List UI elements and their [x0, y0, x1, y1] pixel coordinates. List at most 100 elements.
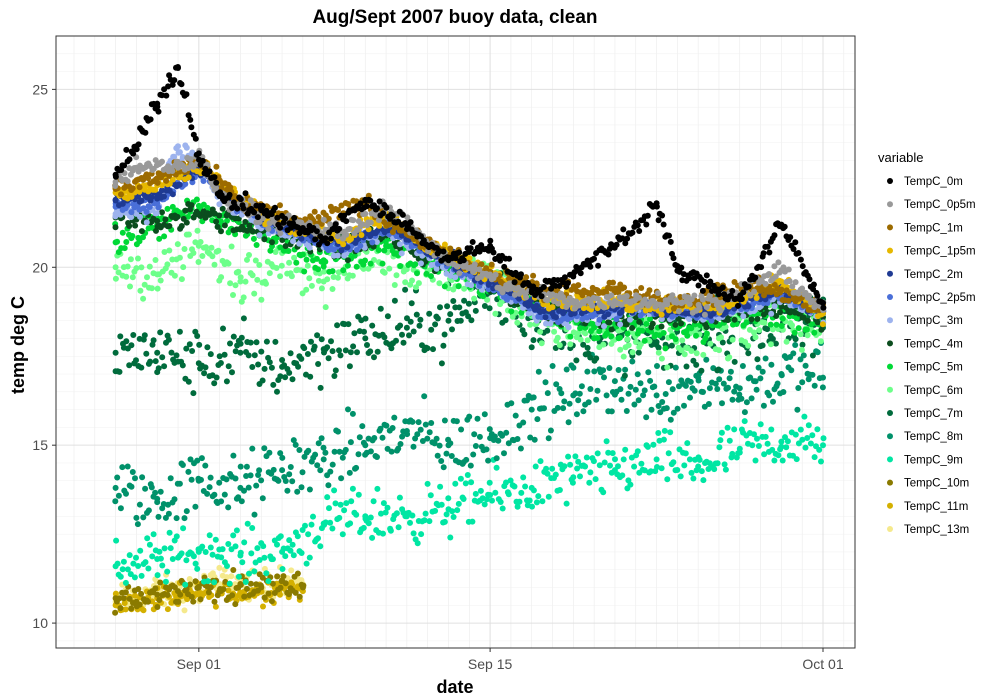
data-point	[805, 422, 812, 429]
data-point	[123, 490, 129, 497]
data-point	[261, 594, 268, 601]
data-point	[308, 282, 315, 289]
data-point	[665, 450, 672, 457]
data-point	[670, 409, 677, 416]
data-point	[140, 295, 147, 302]
data-point	[574, 465, 581, 472]
data-point	[294, 488, 301, 495]
data-point	[457, 475, 464, 482]
data-point	[716, 347, 723, 354]
data-point	[133, 598, 140, 605]
data-point	[131, 574, 138, 581]
data-point	[233, 527, 240, 534]
data-point	[317, 384, 324, 391]
data-point	[753, 295, 760, 301]
data-point	[577, 473, 583, 480]
data-point	[154, 218, 161, 224]
data-point	[687, 378, 694, 385]
data-point	[315, 361, 322, 367]
data-point	[662, 391, 669, 397]
data-point	[169, 176, 176, 183]
data-point	[195, 242, 202, 249]
data-point	[809, 352, 816, 359]
data-point	[472, 443, 479, 449]
data-point	[138, 590, 145, 597]
data-point	[624, 330, 631, 337]
data-point	[727, 368, 734, 375]
data-point	[388, 345, 395, 352]
data-point	[207, 474, 214, 481]
data-point	[471, 431, 478, 438]
data-point	[260, 543, 267, 550]
data-point	[182, 207, 189, 214]
data-point	[242, 579, 249, 585]
data-point	[706, 385, 713, 392]
data-point	[743, 399, 750, 406]
data-point	[282, 553, 289, 560]
data-point	[448, 453, 455, 459]
data-point	[570, 364, 577, 371]
data-point	[627, 316, 633, 323]
data-point	[253, 242, 260, 248]
data-point	[329, 348, 336, 355]
data-point	[112, 275, 119, 282]
data-point	[237, 552, 244, 559]
data-point	[251, 290, 258, 297]
data-point	[507, 477, 514, 484]
data-point	[575, 397, 582, 404]
data-point	[112, 563, 119, 570]
data-point	[748, 395, 755, 402]
data-point	[570, 474, 577, 481]
data-point	[397, 263, 404, 269]
data-point	[818, 326, 825, 333]
data-point	[764, 326, 771, 333]
data-point	[284, 487, 291, 494]
data-point	[241, 539, 248, 546]
data-point	[811, 382, 818, 389]
data-point	[165, 501, 171, 508]
data-point	[313, 255, 320, 262]
data-point	[294, 570, 301, 577]
data-point	[637, 341, 644, 348]
data-point	[157, 488, 164, 495]
data-point	[437, 304, 443, 311]
data-point	[752, 378, 759, 385]
data-point	[454, 507, 461, 514]
data-point	[237, 278, 244, 285]
data-point	[481, 411, 488, 418]
data-point	[165, 336, 172, 343]
data-point	[593, 396, 600, 403]
data-point	[761, 319, 768, 326]
data-point	[819, 384, 826, 391]
data-point	[216, 479, 223, 486]
data-point	[681, 402, 687, 409]
data-point	[122, 579, 129, 586]
data-point	[778, 443, 785, 450]
data-point	[315, 277, 322, 284]
data-point	[154, 556, 161, 562]
data-point	[607, 462, 613, 469]
data-point	[183, 219, 190, 226]
data-point	[415, 280, 422, 287]
data-point	[493, 464, 500, 471]
data-point	[814, 426, 821, 433]
data-point	[575, 330, 582, 336]
data-point	[461, 285, 468, 292]
data-point	[161, 193, 167, 200]
data-point	[335, 274, 341, 281]
data-point	[132, 222, 139, 229]
data-point	[128, 605, 135, 612]
data-point	[667, 416, 674, 423]
data-point	[176, 328, 183, 335]
data-point	[124, 463, 131, 470]
data-point	[266, 359, 273, 366]
data-point	[691, 387, 698, 394]
data-point	[213, 163, 220, 170]
data-point	[553, 381, 560, 388]
data-point	[225, 260, 232, 267]
data-point	[587, 469, 594, 476]
chart-title: Aug/Sept 2007 buoy data, clean	[312, 7, 597, 28]
data-point	[452, 274, 459, 281]
data-point	[422, 510, 429, 517]
